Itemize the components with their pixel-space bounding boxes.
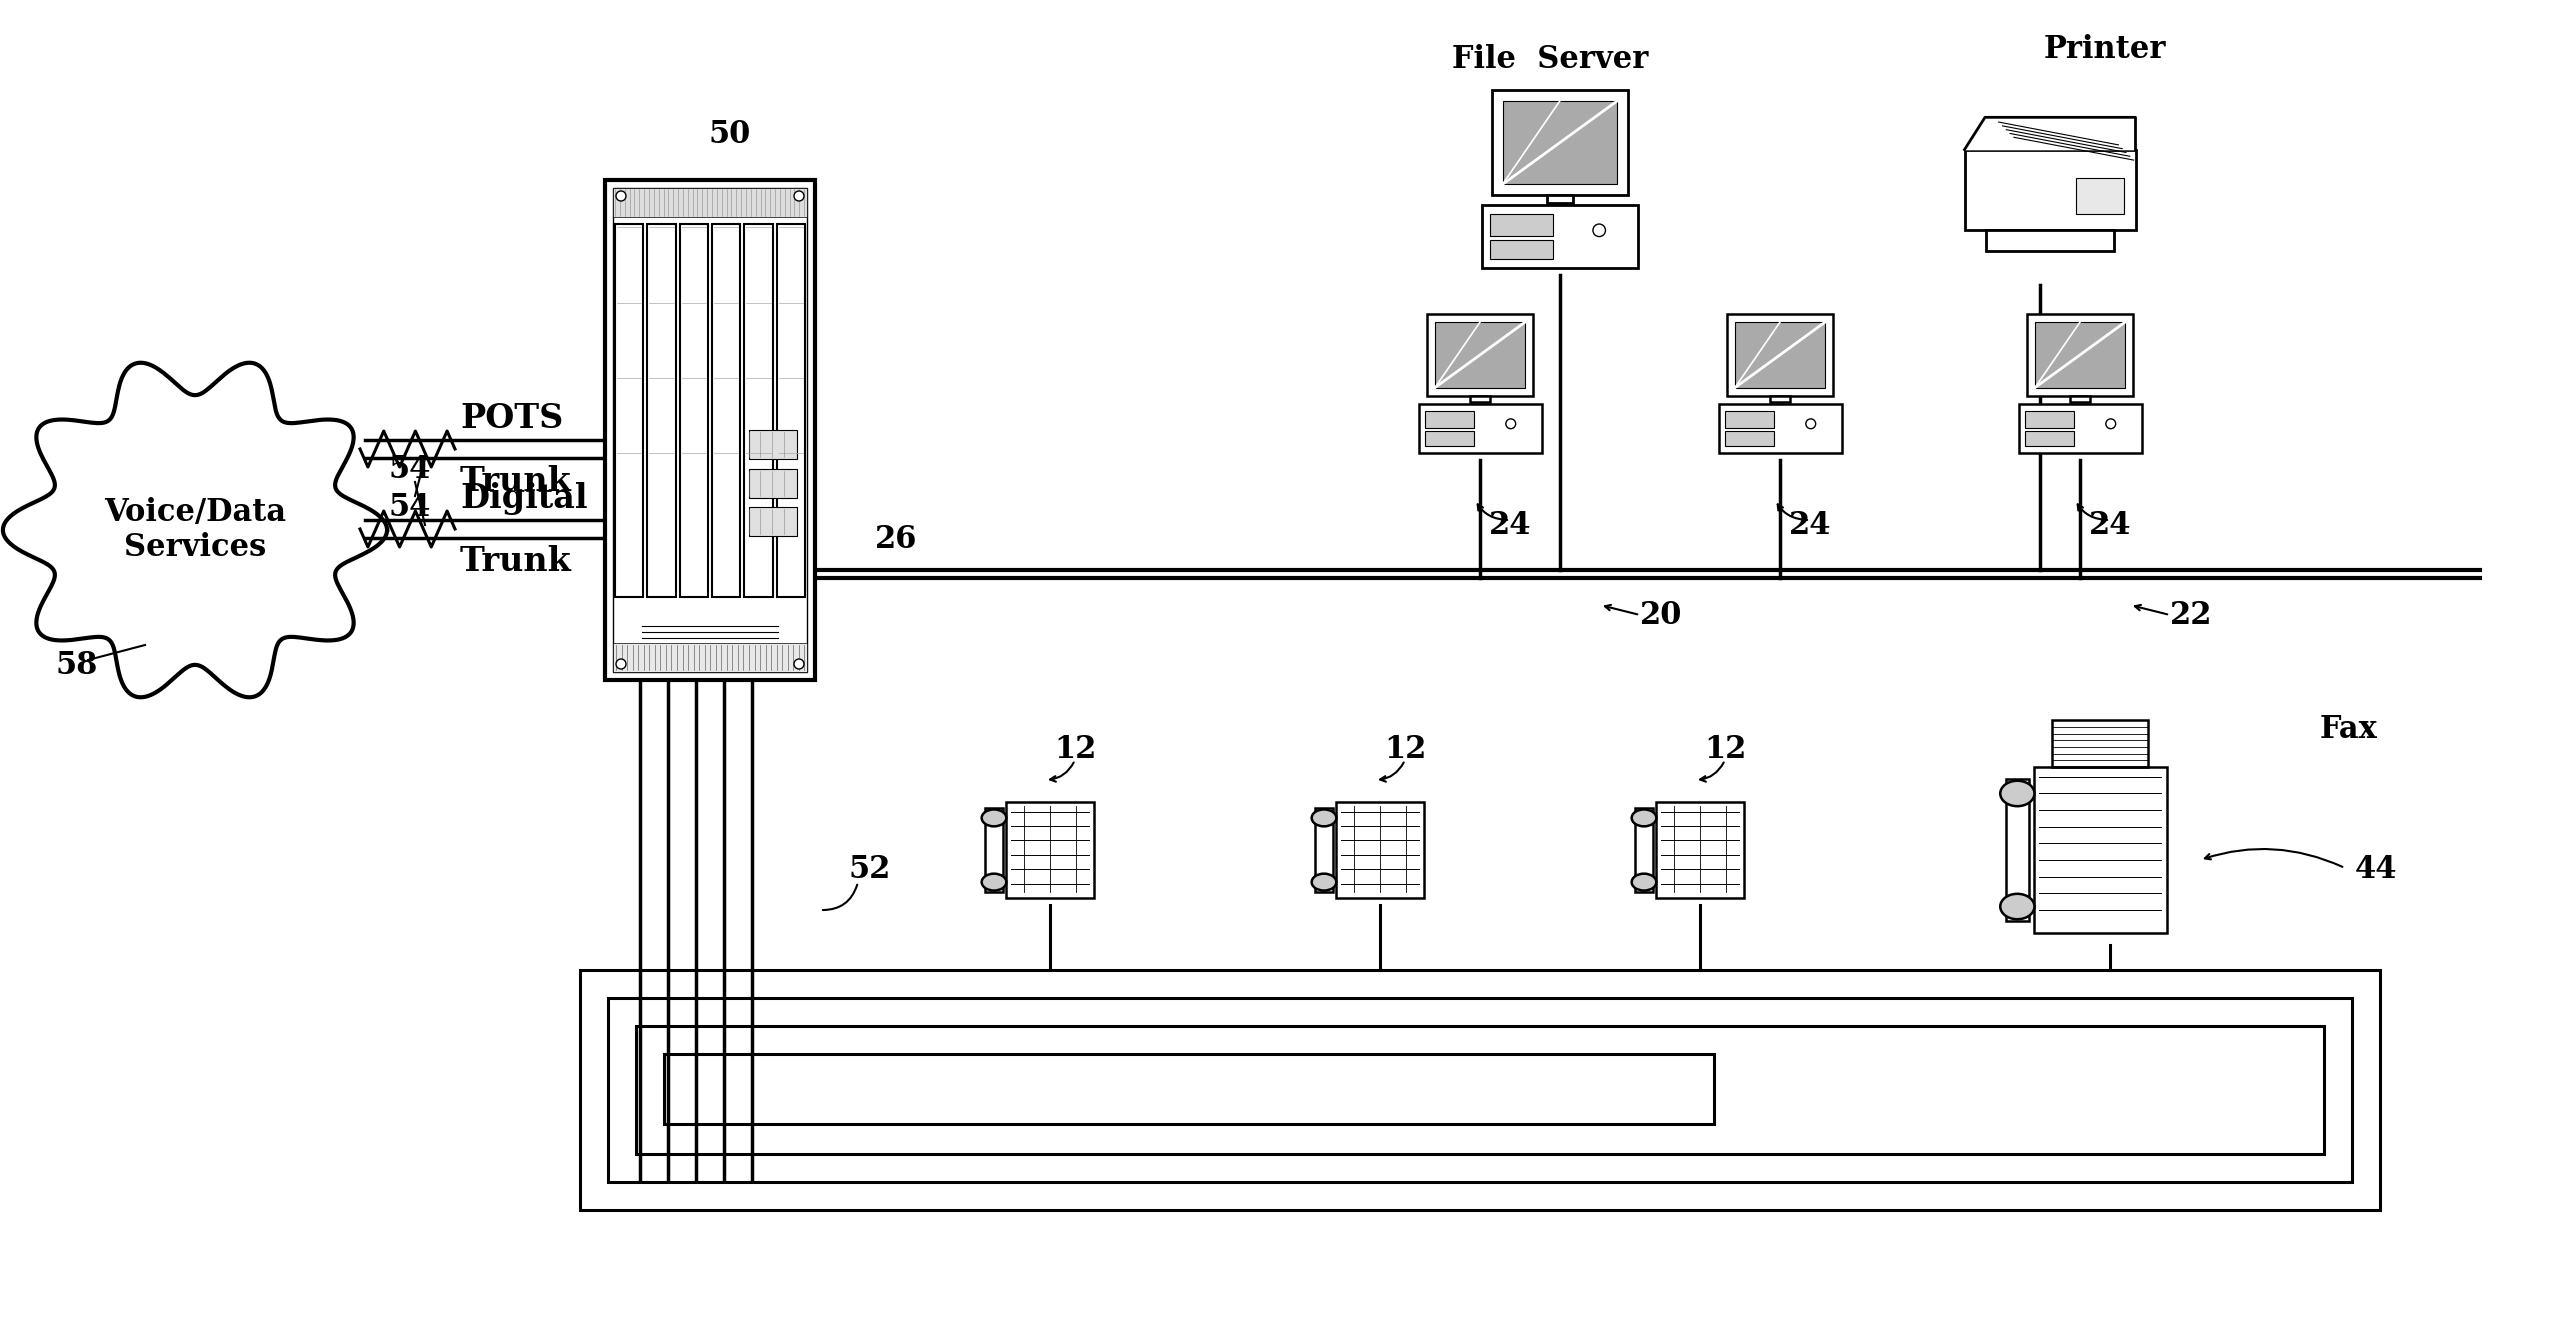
Bar: [1316, 807, 1332, 892]
Ellipse shape: [1311, 810, 1337, 826]
Circle shape: [615, 659, 625, 670]
Bar: [612, 643, 806, 672]
Circle shape: [1592, 224, 1605, 237]
Bar: [2036, 323, 2125, 388]
Text: 24: 24: [1788, 510, 1832, 541]
Bar: [2025, 411, 2074, 428]
Bar: [776, 224, 806, 597]
Bar: [1656, 802, 1745, 898]
Text: 12: 12: [1054, 735, 1097, 766]
Bar: [1426, 313, 1533, 396]
Text: Trunk: Trunk: [459, 465, 571, 498]
Text: POTS: POTS: [459, 402, 564, 435]
Bar: [1724, 431, 1775, 446]
Text: 54: 54: [388, 493, 431, 524]
Bar: [615, 224, 643, 597]
Text: 22: 22: [2171, 600, 2212, 631]
Circle shape: [793, 191, 804, 201]
Bar: [679, 224, 709, 597]
Polygon shape: [1964, 118, 2135, 150]
Text: Trunk: Trunk: [459, 545, 571, 578]
Bar: [1337, 802, 1423, 898]
Circle shape: [1806, 419, 1816, 428]
Bar: [1492, 90, 1628, 194]
Text: 52: 52: [849, 854, 890, 885]
Bar: [1503, 100, 1617, 185]
Circle shape: [793, 659, 804, 670]
Text: 44: 44: [2355, 854, 2398, 885]
Bar: [663, 1054, 1714, 1123]
Circle shape: [1505, 419, 1515, 428]
Ellipse shape: [982, 810, 1005, 826]
Polygon shape: [3, 363, 388, 698]
Bar: [1724, 411, 1775, 428]
Bar: [648, 224, 676, 597]
Text: 20: 20: [1640, 600, 1681, 631]
Bar: [2033, 767, 2166, 933]
Bar: [2077, 178, 2122, 214]
Bar: [605, 179, 814, 680]
Bar: [2051, 720, 2148, 767]
Bar: [1985, 230, 2115, 252]
Ellipse shape: [1633, 810, 1656, 826]
Ellipse shape: [1633, 873, 1656, 890]
Bar: [750, 469, 798, 498]
Text: 24: 24: [2089, 510, 2130, 541]
Ellipse shape: [2000, 781, 2036, 806]
Text: 24: 24: [1490, 510, 1531, 541]
Text: 58: 58: [56, 649, 97, 680]
Text: 12: 12: [1704, 735, 1747, 766]
Text: 12: 12: [1383, 735, 1426, 766]
Bar: [985, 807, 1003, 892]
Bar: [1770, 396, 1791, 403]
Bar: [2025, 313, 2133, 396]
Bar: [2071, 396, 2089, 403]
Bar: [1727, 313, 1834, 396]
Circle shape: [2105, 419, 2115, 428]
Bar: [1426, 431, 1474, 446]
Text: Digital: Digital: [459, 482, 587, 516]
Ellipse shape: [2000, 894, 2036, 920]
Bar: [745, 224, 773, 597]
Bar: [1005, 802, 1094, 898]
Text: Printer: Printer: [2043, 35, 2166, 66]
Bar: [1490, 240, 1554, 258]
Bar: [2018, 404, 2140, 454]
Bar: [1469, 396, 1490, 403]
Bar: [1635, 807, 1653, 892]
Text: File  Server: File Server: [1452, 44, 1648, 75]
Circle shape: [615, 191, 625, 201]
Text: Voice/Data
Services: Voice/Data Services: [105, 497, 286, 564]
Bar: [635, 1026, 2324, 1154]
Bar: [1418, 404, 1541, 454]
Bar: [1482, 205, 1638, 268]
Bar: [1548, 194, 1571, 204]
Text: Fax: Fax: [2319, 715, 2378, 746]
Ellipse shape: [982, 873, 1005, 890]
Bar: [1719, 404, 1842, 454]
Ellipse shape: [1311, 873, 1337, 890]
Bar: [612, 187, 806, 217]
Bar: [1735, 323, 1824, 388]
Text: 54: 54: [388, 454, 431, 486]
Bar: [712, 224, 740, 597]
Bar: [1434, 323, 1525, 388]
Bar: [2025, 431, 2074, 446]
Bar: [607, 998, 2352, 1182]
Bar: [1964, 150, 2135, 230]
Bar: [1426, 411, 1474, 428]
Text: 50: 50: [709, 119, 750, 150]
Bar: [750, 507, 798, 537]
Bar: [1490, 214, 1554, 236]
Bar: [612, 187, 806, 672]
Text: 26: 26: [875, 525, 918, 556]
Bar: [750, 430, 798, 459]
Bar: [579, 969, 2380, 1210]
Bar: [2005, 779, 2028, 921]
